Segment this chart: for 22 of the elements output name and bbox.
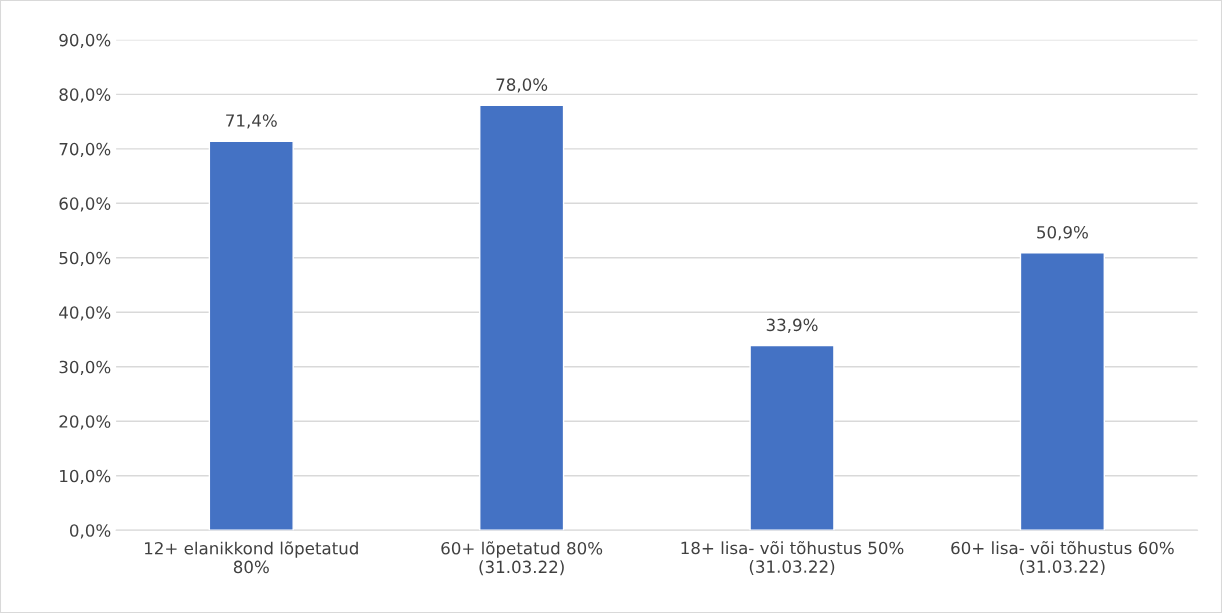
y-tick-label: 80,0% xyxy=(59,88,111,103)
y-tick-label: 90,0% xyxy=(59,33,111,49)
bar xyxy=(479,104,565,531)
y-tick-label: 70,0% xyxy=(59,142,111,158)
data-label: 50,9% xyxy=(1037,225,1088,241)
y-tick-label: 20,0% xyxy=(59,415,111,430)
x-tick-label: 12+ elanikkond lõpetatud 80% xyxy=(145,541,358,574)
y-tick-label: 0,0% xyxy=(69,524,111,539)
x-tick-label: 60+ lõpetatud 80% (31.03.22) xyxy=(441,541,603,576)
data-label: 78,0% xyxy=(496,78,548,93)
y-tick-label: 60,0% xyxy=(59,197,111,212)
data-label: 33,9% xyxy=(766,318,818,333)
bar xyxy=(749,344,835,531)
x-tick-label: 18+ lisa- või tõhustus 50% (31.03.22) xyxy=(681,541,904,575)
y-tick-label: 40,0% xyxy=(59,306,111,321)
x-tick-label: 60+ lisa- või tõhustus 60% (31.03.22) xyxy=(951,541,1174,575)
y-tick-label: 50,0% xyxy=(59,251,111,267)
bar xyxy=(208,140,294,531)
data-label: 71,4% xyxy=(226,114,277,129)
y-tick-label: 30,0% xyxy=(59,360,111,376)
y-tick-label: 10,0% xyxy=(60,469,111,485)
bar xyxy=(1019,252,1105,531)
